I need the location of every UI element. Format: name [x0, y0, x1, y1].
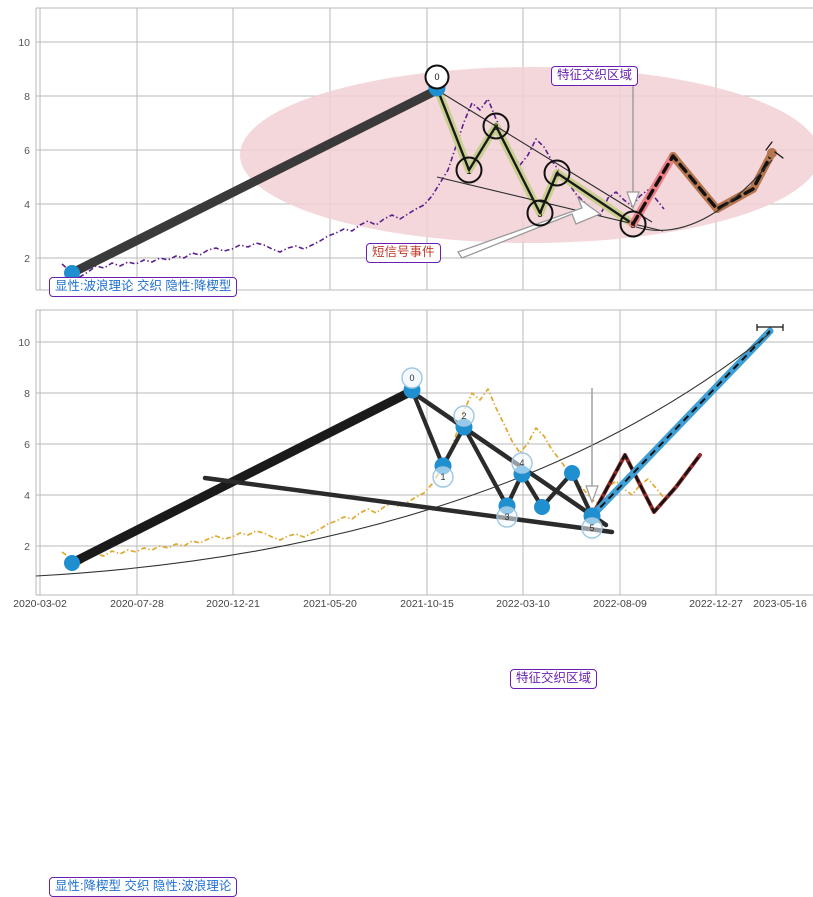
bottom-extra-markers — [534, 465, 580, 515]
top-wave-marker-1: 1 — [455, 156, 483, 184]
bottom-y-axis-ticks: 10 8 6 4 2 — [18, 337, 30, 553]
y-tick-2-b: 2 — [24, 541, 30, 553]
y-tick-10: 10 — [18, 37, 30, 49]
y-tick-6-b: 6 — [24, 439, 30, 451]
bottom-wave-marker-5: 5 — [581, 507, 603, 539]
top-wave-marker-0: 0 — [424, 64, 450, 97]
bottom-wave-marker-2: 2 — [453, 405, 475, 436]
feature-zone-arrow-top — [626, 86, 640, 210]
wave-label-2: 2 — [493, 122, 498, 132]
bottom-major-trend-line — [67, 386, 417, 568]
y-tick-10-b: 10 — [18, 337, 30, 349]
top-major-trend-line — [67, 85, 442, 278]
y-tick-8-b: 8 — [24, 388, 30, 400]
top-chart-panel: 10 8 6 4 2 — [0, 0, 813, 300]
bottom-gridlines — [35, 309, 813, 596]
wave-label-2-b: 2 — [461, 411, 466, 421]
wave-label-1: 1 — [466, 166, 471, 176]
wave-label-0-b: 0 — [409, 373, 414, 383]
x-tick-4: 2021-10-15 — [400, 598, 454, 610]
wave-label-1-b: 1 — [440, 472, 445, 482]
y-tick-4: 4 — [24, 199, 30, 211]
top-wave-path — [435, 87, 634, 225]
bottom-wave-marker-0: 0 — [401, 367, 423, 399]
feature-zone-ellipse — [240, 67, 813, 243]
x-tick-8: 2023-05-16 — [753, 598, 807, 610]
bottom-plot-background — [36, 310, 813, 595]
bottom-start-marker — [64, 555, 80, 571]
bottom-chart-canvas: 10 8 6 4 2 — [18, 309, 813, 596]
top-wave-marker-4: 4 — [543, 159, 571, 187]
wave-label-4: 4 — [554, 169, 559, 179]
x-tick-0: 2020-03-02 — [13, 598, 67, 610]
top-wave-marker-3: 3 — [526, 199, 554, 227]
top-wave-marker-5: 5 — [619, 210, 647, 238]
bottom-wave-marker-3: 3 — [496, 497, 518, 528]
y-tick-4-b: 4 — [24, 490, 30, 502]
x-tick-7: 2022-12-27 — [689, 598, 743, 610]
x-axis-tick-labels: 2020-03-02 2020-07-28 2020-12-21 2021-05… — [0, 598, 813, 617]
x-tick-5: 2022-03-10 — [496, 598, 550, 610]
wave-label-4-b: 4 — [519, 458, 524, 468]
top-wave-marker-2: 2 — [482, 112, 510, 140]
feature-zone-label-top: 特征交织区域 — [551, 66, 639, 86]
y-tick-2: 2 — [24, 253, 30, 265]
bottom-projection-curve — [35, 332, 771, 577]
bottom-wedge-guides — [202, 389, 615, 535]
x-tick-2: 2020-12-21 — [206, 598, 260, 610]
wave-label-5-b: 5 — [589, 523, 594, 533]
bottom-chart-panel: 10 8 6 4 2 — [0, 300, 813, 897]
x-tick-3: 2021-05-20 — [303, 598, 357, 610]
feature-zone-arrow-bottom — [585, 388, 599, 504]
x-tick-1: 2020-07-28 — [110, 598, 164, 610]
bottom-forecast-zigzag — [590, 453, 702, 518]
top-y-axis-ticks: 10 8 6 4 2 — [18, 37, 30, 265]
top-forecast-zigzag — [629, 141, 784, 228]
y-tick-8: 8 — [24, 91, 30, 103]
top-legend-label: 显性:波浪理论 交织 隐性:降楔型 — [49, 277, 238, 297]
x-tick-6: 2022-08-09 — [593, 598, 647, 610]
bottom-price-line — [61, 388, 665, 566]
short-signal-event-label: 短信号事件 — [366, 243, 441, 263]
top-price-line — [61, 98, 665, 279]
short-signal-arrow — [456, 196, 602, 259]
bottom-legend-label: 显性:降楔型 交织 隐性:波浪理论 — [49, 877, 238, 897]
top-forecast-curve — [635, 159, 773, 231]
feature-zone-label-bottom: 特征交织区域 — [510, 669, 598, 689]
bottom-wave-markers: 0 1 2 3 4 5 — [401, 367, 603, 539]
top-wave-markers: 0 1 2 3 4 5 — [424, 64, 647, 238]
wave-label-3-b: 3 — [504, 512, 509, 522]
bottom-wave-marker-4: 4 — [511, 452, 533, 483]
bottom-wave-marker-1: 1 — [432, 457, 454, 488]
wave-label-5: 5 — [630, 220, 635, 230]
wave-label-0: 0 — [434, 72, 439, 82]
wave-label-3: 3 — [537, 209, 542, 219]
y-tick-6: 6 — [24, 145, 30, 157]
